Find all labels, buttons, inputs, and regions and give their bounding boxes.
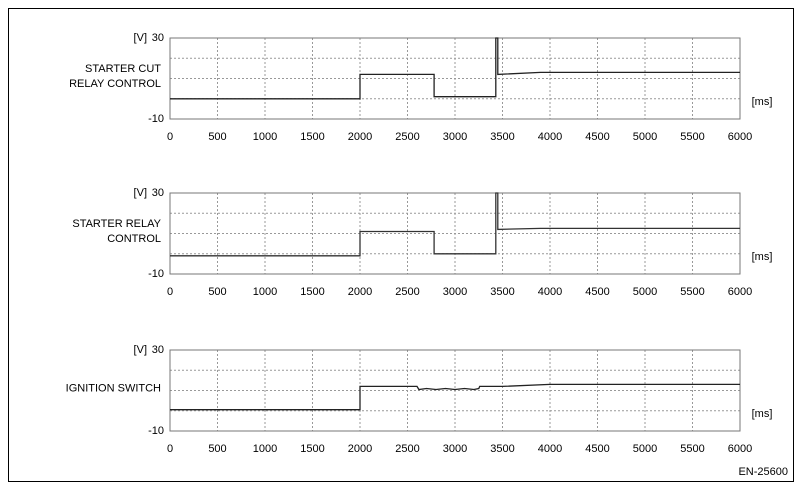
x-tick-label: 3000 xyxy=(443,131,467,143)
x-tick-label: 3500 xyxy=(490,131,514,143)
x-unit: [ms] xyxy=(752,251,773,263)
x-tick-label: 5000 xyxy=(633,443,657,455)
signal-name: STARTER RELAY xyxy=(72,218,161,230)
plot-border xyxy=(169,349,741,432)
y-unit: [V] xyxy=(134,187,147,199)
x-tick-label: 0 xyxy=(167,286,173,298)
x-tick-label: 1000 xyxy=(253,286,277,298)
x-tick-label: 1000 xyxy=(253,131,277,143)
frame xyxy=(8,8,794,482)
figure-code: EN-25600 xyxy=(738,466,788,478)
x-tick-label: 1500 xyxy=(300,443,324,455)
signal-line xyxy=(170,37,740,100)
y-tick-label: 30 xyxy=(152,187,164,199)
y-tick-label: -10 xyxy=(148,425,164,437)
signal-name: IGNITION SWITCH xyxy=(66,382,161,394)
x-tick-label: 5500 xyxy=(680,286,704,298)
x-tick-label: 3500 xyxy=(490,443,514,455)
x-tick-label: 4500 xyxy=(585,131,609,143)
signal-name: RELAY CONTROL xyxy=(69,78,161,90)
x-tick-label: 3500 xyxy=(490,286,514,298)
x-tick-label: 0 xyxy=(167,131,173,143)
x-tick-label: 5000 xyxy=(633,131,657,143)
x-tick-label: 5500 xyxy=(680,131,704,143)
y-unit: [V] xyxy=(134,344,147,356)
x-tick-label: 1500 xyxy=(300,286,324,298)
signal-name: CONTROL xyxy=(107,233,161,245)
plot-border xyxy=(169,37,741,120)
x-tick-label: 2500 xyxy=(395,131,419,143)
x-unit: [ms] xyxy=(752,96,773,108)
x-tick-label: 3000 xyxy=(443,443,467,455)
signal-name: STARTER CUT xyxy=(85,63,161,75)
y-unit: [V] xyxy=(134,32,147,44)
x-tick-label: 2500 xyxy=(395,286,419,298)
x-tick-label: 4500 xyxy=(585,443,609,455)
x-tick-label: 4500 xyxy=(585,286,609,298)
plot-border xyxy=(169,192,741,275)
x-tick-label: 6000 xyxy=(728,286,752,298)
y-tick-label: 30 xyxy=(152,32,164,44)
x-tick-label: 1000 xyxy=(253,443,277,455)
x-unit: [ms] xyxy=(752,408,773,420)
x-tick-label: 5500 xyxy=(680,443,704,455)
x-tick-label: 500 xyxy=(208,286,226,298)
x-tick-label: 4000 xyxy=(538,131,562,143)
x-tick-label: 3000 xyxy=(443,286,467,298)
x-tick-label: 4000 xyxy=(538,286,562,298)
x-tick-label: 0 xyxy=(167,443,173,455)
x-tick-label: 500 xyxy=(208,443,226,455)
x-tick-label: 5000 xyxy=(633,286,657,298)
y-tick-label: 30 xyxy=(152,344,164,356)
x-tick-label: 1500 xyxy=(300,131,324,143)
y-tick-label: -10 xyxy=(148,268,164,280)
x-tick-label: 6000 xyxy=(728,131,752,143)
signal-line xyxy=(170,192,740,257)
y-tick-label: -10 xyxy=(148,113,164,125)
x-tick-label: 2000 xyxy=(348,443,372,455)
x-tick-label: 2000 xyxy=(348,131,372,143)
signal-line xyxy=(170,383,740,411)
x-tick-label: 4000 xyxy=(538,443,562,455)
x-tick-label: 6000 xyxy=(728,443,752,455)
x-tick-label: 2000 xyxy=(348,286,372,298)
x-tick-label: 500 xyxy=(208,131,226,143)
x-tick-label: 2500 xyxy=(395,443,419,455)
